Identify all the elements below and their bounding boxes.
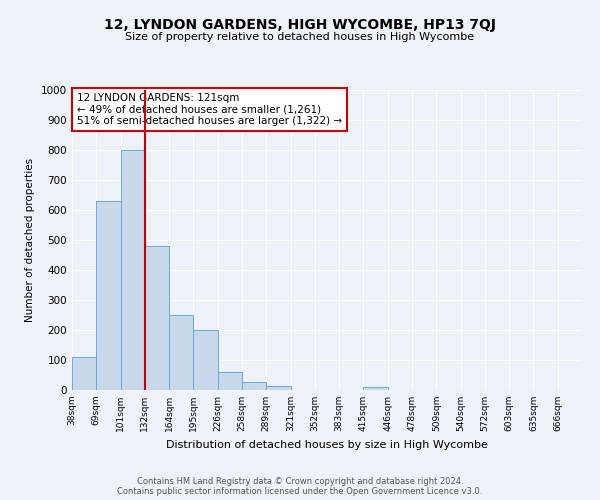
Bar (218, 372, 242, 390)
Bar (145, 246, 169, 390)
Bar (193, 330, 218, 390)
Bar (364, 387, 388, 390)
Text: Contains HM Land Registry data © Crown copyright and database right 2024.: Contains HM Land Registry data © Crown c… (137, 478, 463, 486)
Text: 12 LYNDON GARDENS: 121sqm
← 49% of detached houses are smaller (1,261)
51% of se: 12 LYNDON GARDENS: 121sqm ← 49% of detac… (77, 93, 342, 126)
Bar (96, 201, 121, 390)
Bar (169, 315, 193, 390)
Text: Size of property relative to detached houses in High Wycombe: Size of property relative to detached ho… (125, 32, 475, 42)
Bar (242, 382, 266, 390)
Bar (266, 386, 290, 390)
Text: Contains public sector information licensed under the Open Government Licence v3: Contains public sector information licen… (118, 488, 482, 496)
Y-axis label: Number of detached properties: Number of detached properties (25, 158, 35, 322)
X-axis label: Distribution of detached houses by size in High Wycombe: Distribution of detached houses by size … (166, 440, 488, 450)
Bar (72, 357, 96, 390)
Bar (121, 150, 145, 390)
Text: 12, LYNDON GARDENS, HIGH WYCOMBE, HP13 7QJ: 12, LYNDON GARDENS, HIGH WYCOMBE, HP13 7… (104, 18, 496, 32)
